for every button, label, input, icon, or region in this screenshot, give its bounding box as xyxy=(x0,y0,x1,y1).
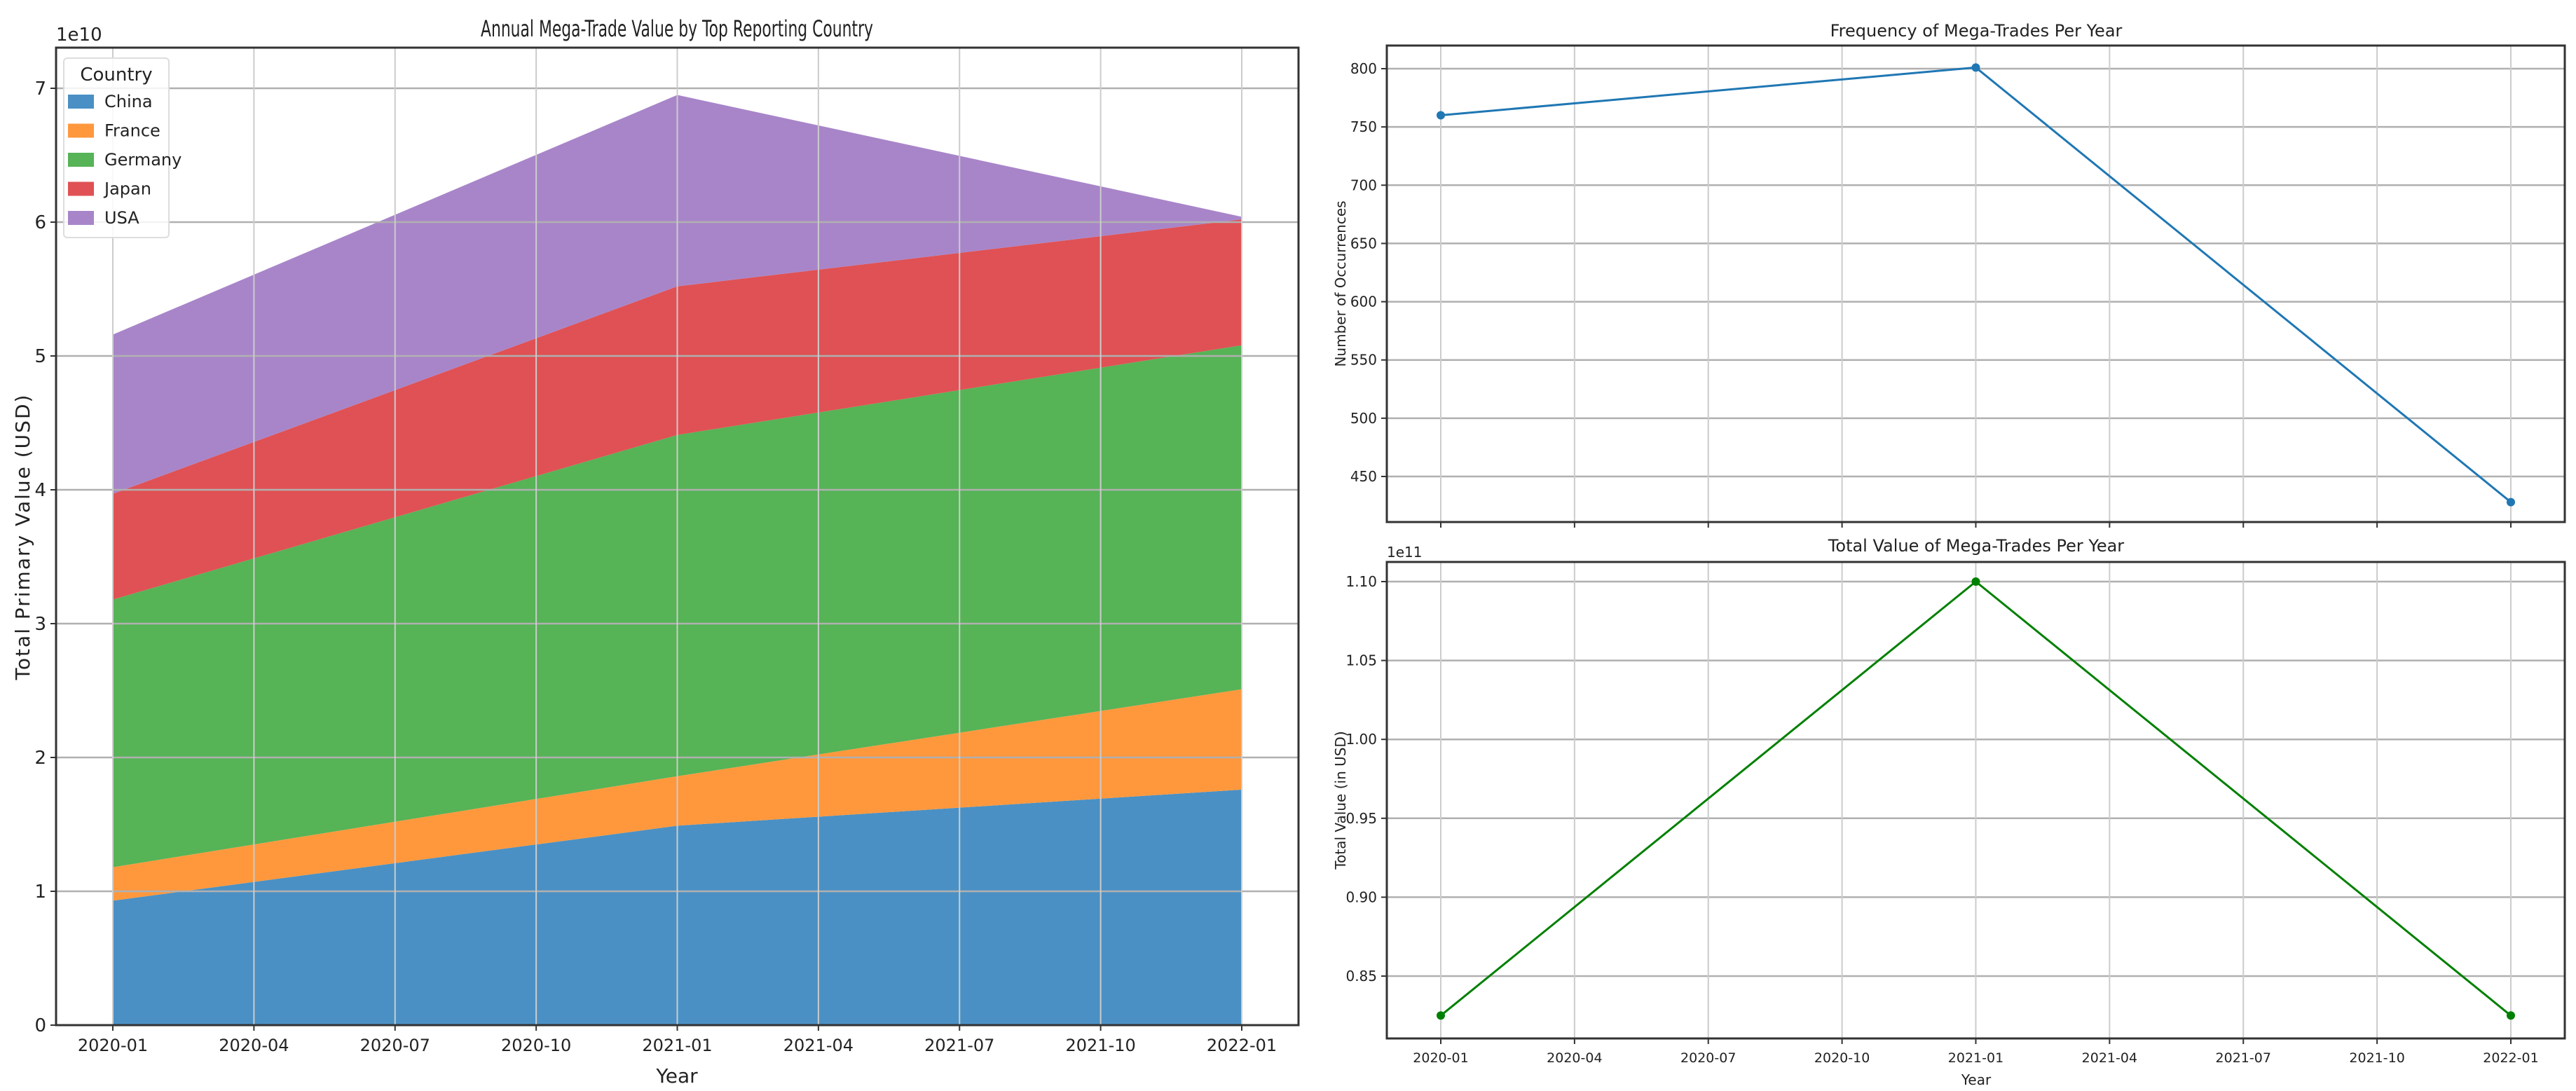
x-tick-label: 2021-04 xyxy=(2082,1050,2137,1066)
data-point xyxy=(1437,1011,1445,1020)
x-tick-label: 2021-10 xyxy=(1065,1036,1135,1055)
legend-title: Country xyxy=(80,64,152,85)
x-tick-label: 2020-10 xyxy=(1814,1050,1870,1066)
y-tick-label: 1.00 xyxy=(1345,731,1377,748)
legend-label-france: France xyxy=(104,121,160,141)
legend-swatch-china xyxy=(68,95,94,109)
legend-label-germany: Germany xyxy=(104,150,181,170)
x-tick-label: 2020-04 xyxy=(219,1036,289,1055)
data-point xyxy=(2507,498,2515,507)
y-tick-label: 1 xyxy=(34,881,46,903)
y-tick-label: 0.85 xyxy=(1345,968,1377,984)
y-tick-label: 700 xyxy=(1350,177,1377,193)
y-tick-label: 7 xyxy=(34,78,46,100)
y-tick-label: 1.10 xyxy=(1345,573,1377,590)
x-tick-label: 2022-01 xyxy=(2483,1050,2538,1066)
y-tick-label: 3 xyxy=(34,614,46,635)
grid-lines xyxy=(1387,46,2565,522)
x-tick-label: 2021-04 xyxy=(783,1036,854,1055)
legend-swatch-japan xyxy=(68,181,94,196)
data-point xyxy=(1437,111,1445,120)
y-tick-label: 450 xyxy=(1350,468,1377,485)
x-axis-ticks: 2020-01 2020-04 2020-07 2020-10 2021-01 2021-… xyxy=(1413,1038,2539,1066)
y-axis-label: Total Value (in USD) xyxy=(1332,731,1349,870)
data-point xyxy=(1971,63,1980,72)
y-axis-ticks: 0.85 0.90 0.95 1.00 1.05 1.10 xyxy=(1345,573,1387,984)
legend-label-china: China xyxy=(104,92,153,111)
x-tick-label: 2020-01 xyxy=(78,1036,148,1055)
y-offset-label: 1e11 xyxy=(1387,544,1422,561)
legend-label-japan: Japan xyxy=(103,179,151,199)
x-tick-label: 2021-01 xyxy=(642,1036,712,1055)
x-tick-label: 2021-01 xyxy=(1948,1050,2003,1066)
y-tick-label: 0.90 xyxy=(1345,888,1377,905)
data-point xyxy=(2507,1011,2515,1020)
y-tick-label: 6 xyxy=(34,212,46,233)
y-tick-label: 500 xyxy=(1350,410,1377,427)
y-axis-ticks: 450 500 550 600 650 700 750 800 xyxy=(1350,60,1387,485)
total-value-line-chart: 0.850.900.951.001.051.10 2020-01 2020-04 2… xyxy=(1332,536,2566,1088)
y-tick-label: 550 xyxy=(1350,352,1377,369)
y-axis-ticks: 0 1 2 3 4 5 6 7 xyxy=(34,78,56,1036)
x-tick-label: 2021-10 xyxy=(2349,1050,2404,1066)
legend: Country China France Germany Japan USA xyxy=(63,57,181,238)
legend-label-usa: USA xyxy=(104,208,139,228)
x-tick-label: 2022-01 xyxy=(1207,1036,1277,1055)
x-tick-label: 2020-07 xyxy=(1680,1050,1736,1066)
y-tick-label: 1.05 xyxy=(1345,652,1377,669)
y-tick-label: 5 xyxy=(34,346,46,367)
y-tick-label: 4 xyxy=(34,480,46,501)
y-tick-label: 2 xyxy=(34,748,46,769)
legend-swatch-germany xyxy=(68,153,94,167)
x-tick-label: 2020-10 xyxy=(501,1036,571,1055)
grid-lines xyxy=(1387,562,2565,1038)
x-tick-label: 2020-04 xyxy=(1547,1050,1602,1066)
y-offset-label: 1e10 xyxy=(56,25,102,46)
x-tick-label: 2021-07 xyxy=(2216,1050,2271,1066)
legend-swatch-france xyxy=(68,123,94,138)
x-axis-label: Year xyxy=(1961,1071,1992,1088)
y-axis-label: Number of Occurrences xyxy=(1332,200,1349,366)
x-axis-ticks xyxy=(1440,522,2512,528)
data-point xyxy=(1971,577,1980,586)
y-tick-label: 650 xyxy=(1350,235,1377,252)
data-markers xyxy=(1437,577,2515,1020)
x-axis-label: Year xyxy=(655,1064,698,1087)
x-tick-label: 2021-07 xyxy=(924,1036,994,1055)
y-tick-label: 800 xyxy=(1350,60,1377,77)
legend-swatch-usa xyxy=(68,211,94,225)
y-tick-label: 750 xyxy=(1350,118,1377,135)
y-tick-label: 0.95 xyxy=(1345,810,1377,827)
chart-title: Total Value of Mega-Trades Per Year xyxy=(1828,536,2125,556)
chart-title: Frequency of Mega-Trades Per Year xyxy=(1830,21,2123,41)
data-markers xyxy=(1437,63,2515,507)
y-tick-label: 600 xyxy=(1350,294,1377,310)
y-axis-label: Total Primary Value (USD) xyxy=(11,394,34,681)
y-tick-label: 0 xyxy=(34,1015,46,1036)
chart-title: Annual Mega-Trade Value by Top Reporting… xyxy=(481,15,873,42)
legend-items: China France Germany Japan USA xyxy=(68,92,181,228)
x-axis-ticks: 2020-01 2020-04 2020-07 2020-10 2021-01 2021-… xyxy=(78,1025,1277,1055)
x-tick-label: 2020-07 xyxy=(360,1036,430,1055)
frequency-line-chart: 450 500 550 600 650 700 750 800 Frequency of Me… xyxy=(1332,21,2566,528)
x-tick-label: 2020-01 xyxy=(1413,1050,1468,1066)
